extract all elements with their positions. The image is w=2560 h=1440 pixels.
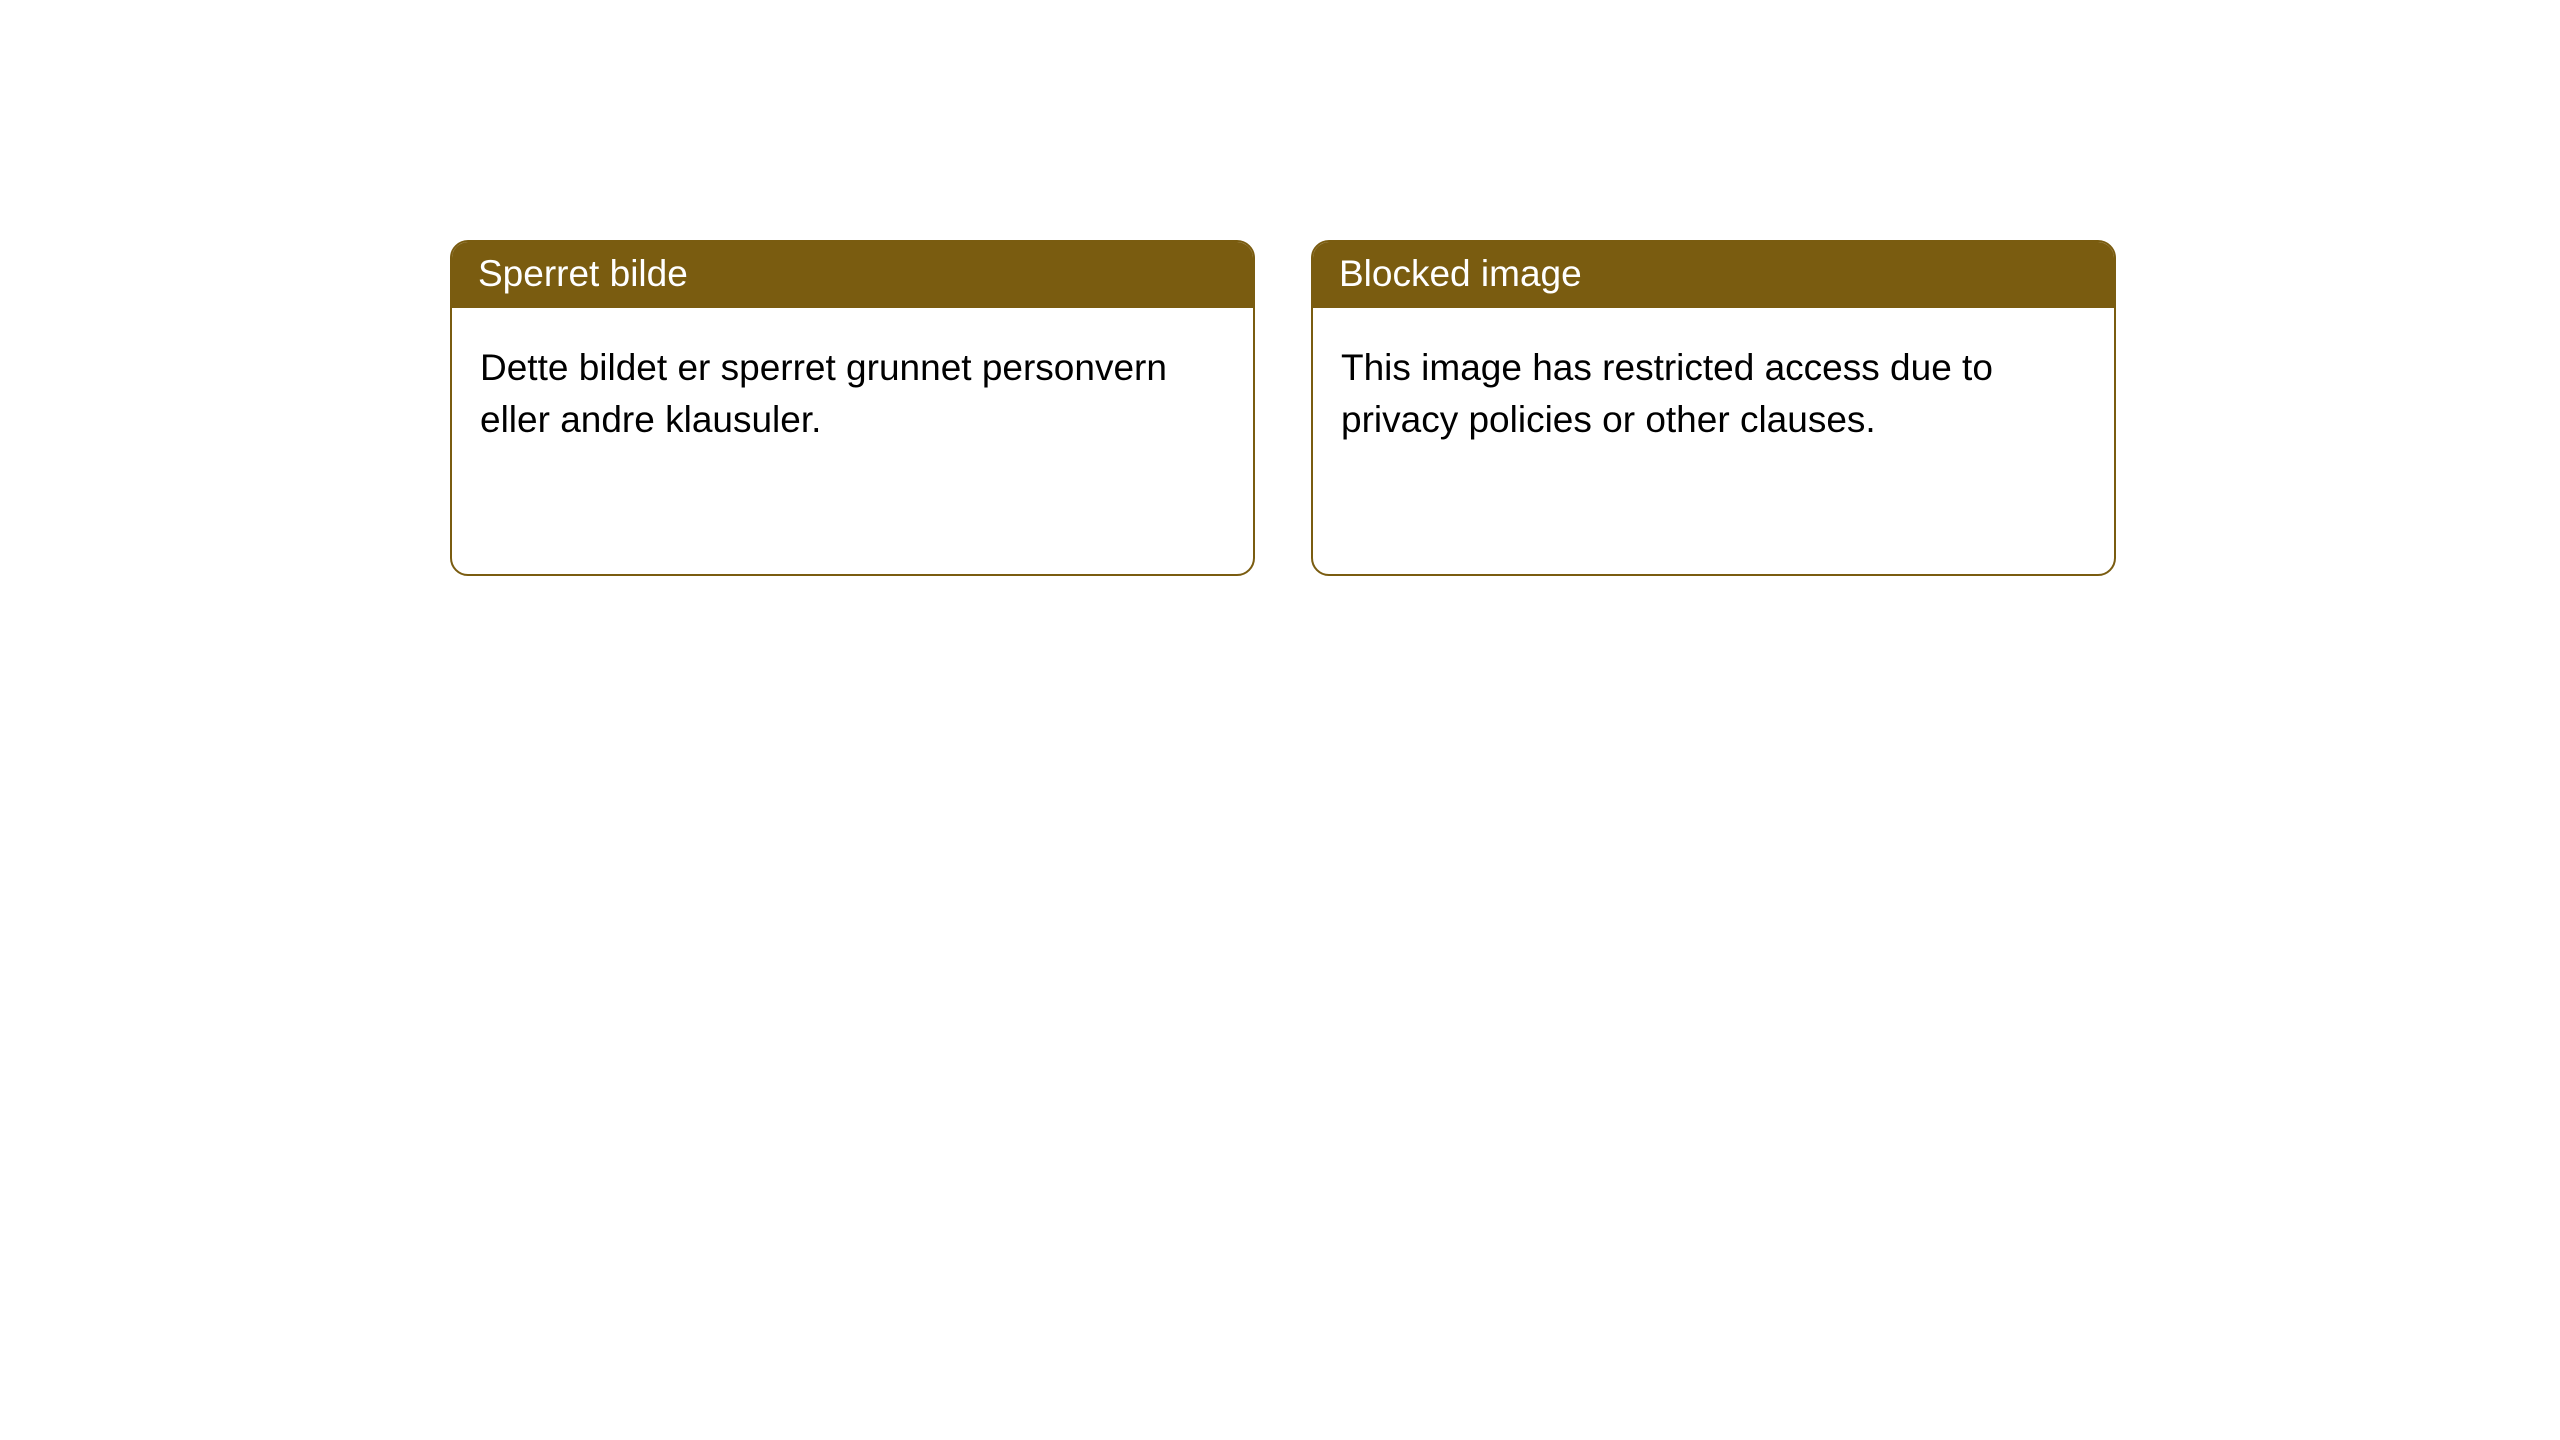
card-body: This image has restricted access due to … [1313, 308, 2114, 474]
notice-container: Sperret bilde Dette bildet er sperret gr… [0, 0, 2560, 576]
card-header: Sperret bilde [452, 242, 1253, 308]
card-body-text: This image has restricted access due to … [1341, 347, 1993, 440]
card-header: Blocked image [1313, 242, 2114, 308]
card-body: Dette bildet er sperret grunnet personve… [452, 308, 1253, 474]
card-body-text: Dette bildet er sperret grunnet personve… [480, 347, 1167, 440]
notice-card-english: Blocked image This image has restricted … [1311, 240, 2116, 576]
card-title: Sperret bilde [478, 253, 688, 294]
card-title: Blocked image [1339, 253, 1582, 294]
notice-card-norwegian: Sperret bilde Dette bildet er sperret gr… [450, 240, 1255, 576]
